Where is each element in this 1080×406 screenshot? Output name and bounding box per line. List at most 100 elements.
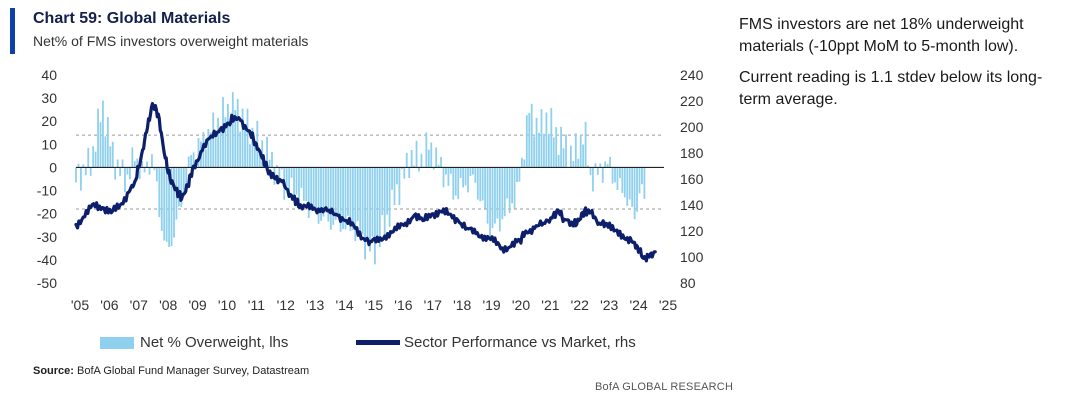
- bar: [579, 135, 582, 168]
- bar: [141, 160, 144, 168]
- bar: [572, 161, 575, 168]
- bar: [400, 167, 403, 169]
- bar: [374, 167, 376, 265]
- bar: [219, 126, 222, 168]
- bar: [361, 167, 364, 235]
- bar: [459, 167, 462, 179]
- bar: [425, 132, 428, 168]
- bar: [153, 167, 156, 171]
- x-tick-label: '09: [188, 297, 206, 313]
- bar: [351, 167, 354, 230]
- bar: [187, 156, 190, 168]
- bar: [241, 108, 244, 168]
- legend-label-line: Sector Performance vs Market, rhs: [404, 334, 636, 351]
- bar: [547, 133, 550, 168]
- bar: [530, 103, 533, 168]
- bar: [160, 167, 163, 232]
- bar: [185, 167, 188, 184]
- bar: [636, 167, 638, 212]
- bar: [594, 163, 597, 168]
- bar: [535, 117, 538, 168]
- x-tick-label: '22: [571, 297, 589, 313]
- bar: [165, 167, 168, 242]
- x-tick-label: '11: [248, 297, 265, 313]
- y-axis-left-ticks: 40 30 20 10 0 -10 -20 -30 -40 -50: [37, 67, 57, 291]
- bar: [582, 144, 585, 168]
- commentary-paragraph-2: Current reading is 1.1 stdev below its l…: [739, 69, 1043, 108]
- bar: [349, 167, 352, 232]
- y-left-tick-label: 20: [41, 113, 57, 129]
- y-right-tick-label: 240: [680, 67, 704, 83]
- bar: [528, 113, 531, 168]
- bar: [386, 167, 389, 215]
- bar: [266, 136, 268, 168]
- bar: [288, 167, 291, 198]
- bar: [449, 167, 452, 174]
- bar: [92, 146, 95, 168]
- bar: [136, 158, 139, 168]
- bar: [508, 167, 511, 214]
- bar: [332, 167, 335, 225]
- bar: [525, 115, 528, 168]
- bar: [119, 167, 121, 177]
- bar: [305, 167, 308, 201]
- bar: [540, 109, 543, 168]
- bar: [246, 108, 249, 168]
- bar: [609, 156, 611, 168]
- bar: [369, 167, 371, 252]
- bar: [555, 127, 558, 168]
- bar: [364, 167, 366, 260]
- bar: [217, 117, 219, 168]
- bar: [214, 134, 217, 168]
- bar: [599, 163, 602, 168]
- bar: [327, 167, 330, 222]
- bar: [447, 167, 450, 186]
- bar: [506, 167, 509, 199]
- bar: [138, 167, 141, 180]
- bar: [393, 167, 396, 206]
- y-right-tick-label: 120: [680, 223, 704, 239]
- bar: [212, 112, 215, 168]
- y-left-tick-label: -10: [37, 183, 57, 199]
- bar: [234, 110, 237, 168]
- bar: [418, 167, 420, 172]
- bar: [457, 167, 460, 200]
- y-left-tick-label: 10: [41, 136, 57, 152]
- bar: [158, 167, 161, 218]
- bar: [322, 167, 325, 217]
- bar: [227, 103, 229, 168]
- bar: [516, 167, 518, 183]
- bar: [619, 167, 621, 179]
- bar: [82, 164, 85, 168]
- x-tick-label: '19: [482, 297, 500, 313]
- bar: [592, 167, 594, 192]
- bar: [124, 167, 126, 193]
- bar: [310, 167, 313, 206]
- bar: [454, 167, 457, 196]
- bar: [479, 167, 482, 202]
- bar: [290, 167, 293, 178]
- bar: [552, 137, 555, 168]
- bar: [300, 167, 303, 188]
- series-line: [74, 102, 657, 263]
- bar: [623, 167, 626, 198]
- y-right-tick-label: 140: [680, 197, 704, 213]
- x-tick-label: '07: [130, 297, 148, 313]
- bar: [464, 167, 467, 186]
- bar: [638, 167, 641, 194]
- bar: [513, 167, 516, 209]
- bar: [545, 112, 548, 168]
- y-right-tick-label: 160: [680, 171, 704, 187]
- bar: [628, 167, 631, 200]
- legend-label-bars: Net % Overweight, lhs: [140, 334, 289, 351]
- bar: [366, 167, 369, 242]
- y-left-tick-label: 40: [41, 67, 57, 83]
- bar: [77, 163, 80, 168]
- legend-swatch-line: [356, 340, 400, 345]
- bar: [388, 167, 391, 227]
- bar: [163, 167, 166, 241]
- bar: [437, 164, 440, 168]
- bar: [276, 165, 278, 168]
- x-tick-label: '21: [541, 297, 559, 313]
- bar: [268, 159, 271, 168]
